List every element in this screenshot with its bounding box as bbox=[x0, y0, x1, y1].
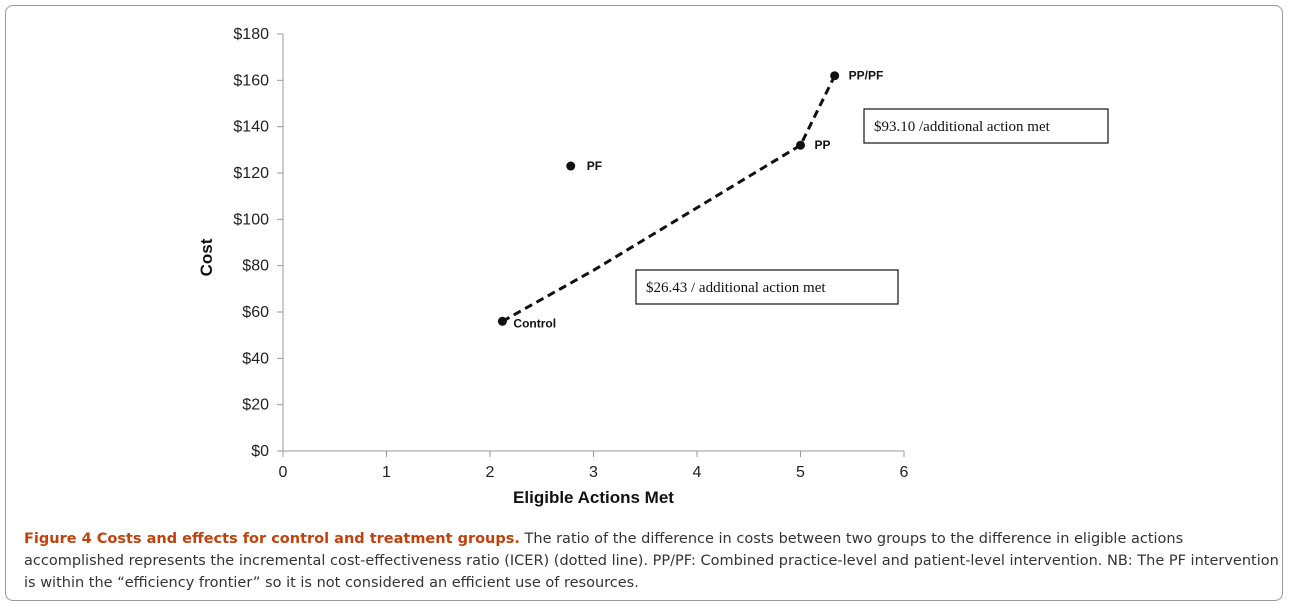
y-tick-label: $180 bbox=[233, 26, 269, 43]
icer-annotations: $93.10 /additional action met $26.43 / ad… bbox=[635, 108, 1109, 305]
point-pf bbox=[566, 161, 576, 171]
x-axis-title: Eligible Actions Met bbox=[513, 488, 674, 507]
x-tick-label: 1 bbox=[382, 464, 391, 481]
point-label-pf: PF bbox=[587, 159, 602, 173]
y-tick-label: $20 bbox=[242, 397, 269, 414]
annotation-border bbox=[635, 269, 899, 305]
y-tick-label: $60 bbox=[242, 304, 269, 321]
x-tick-label: 2 bbox=[486, 464, 495, 481]
y-tick-label: $120 bbox=[233, 165, 269, 182]
point-pp-pf bbox=[830, 71, 840, 81]
x-tick-label: 3 bbox=[589, 464, 598, 481]
point-label-pp-pf: PP/PF bbox=[849, 69, 884, 83]
figure-title: Figure 4 Costs and effects for control a… bbox=[24, 531, 520, 547]
point-label-control: Control bbox=[513, 316, 556, 330]
y-tick-label: $80 bbox=[242, 258, 269, 275]
annotation-box-1: $93.10 /additional action met bbox=[863, 108, 1109, 144]
chart-axes bbox=[277, 33, 905, 457]
annotation-box-2: $26.43 / additional action met bbox=[635, 269, 899, 305]
x-tick-label: 4 bbox=[693, 464, 702, 481]
x-tick-labels: 0 1 2 3 4 5 6 bbox=[279, 464, 909, 481]
data-points: Control PF PP PP/PF bbox=[497, 69, 884, 330]
x-tick-label: 5 bbox=[796, 464, 805, 481]
x-tick-label: 0 bbox=[279, 464, 288, 481]
y-axis-title: Cost bbox=[197, 238, 216, 276]
y-tick-label: $0 bbox=[251, 443, 269, 460]
annotation-border bbox=[863, 108, 1109, 144]
point-pp bbox=[796, 140, 805, 150]
figure-caption: Figure 4 Costs and effects for control a… bbox=[24, 528, 1280, 594]
chart: $0 $20 $40 $60 $80 $100 $120 $140 $160 $180 0 1 2 3 4… bbox=[197, 26, 1109, 507]
icer-dashed-line bbox=[501, 75, 837, 323]
point-label-pp: PP bbox=[815, 138, 831, 152]
y-tick-label: $100 bbox=[233, 211, 269, 228]
caption-text: The ratio of the difference in costs bet… bbox=[24, 531, 1279, 591]
y-tick-label: $40 bbox=[242, 350, 269, 367]
y-tick-label: $160 bbox=[233, 72, 269, 89]
y-tick-labels: $0 $20 $40 $60 $80 $100 $120 $140 $160 $180 bbox=[233, 26, 269, 460]
y-tick-label: $140 bbox=[233, 119, 269, 136]
x-tick-label: 6 bbox=[900, 464, 909, 481]
figure-frame: $0 $20 $40 $60 $80 $100 $120 $140 $160 $180 0 1 2 3 4… bbox=[5, 5, 1283, 601]
annotation-text: $26.43 / additional action met bbox=[646, 280, 826, 296]
point-control bbox=[497, 316, 507, 326]
annotation-text: $93.10 /additional action met bbox=[874, 119, 1051, 135]
